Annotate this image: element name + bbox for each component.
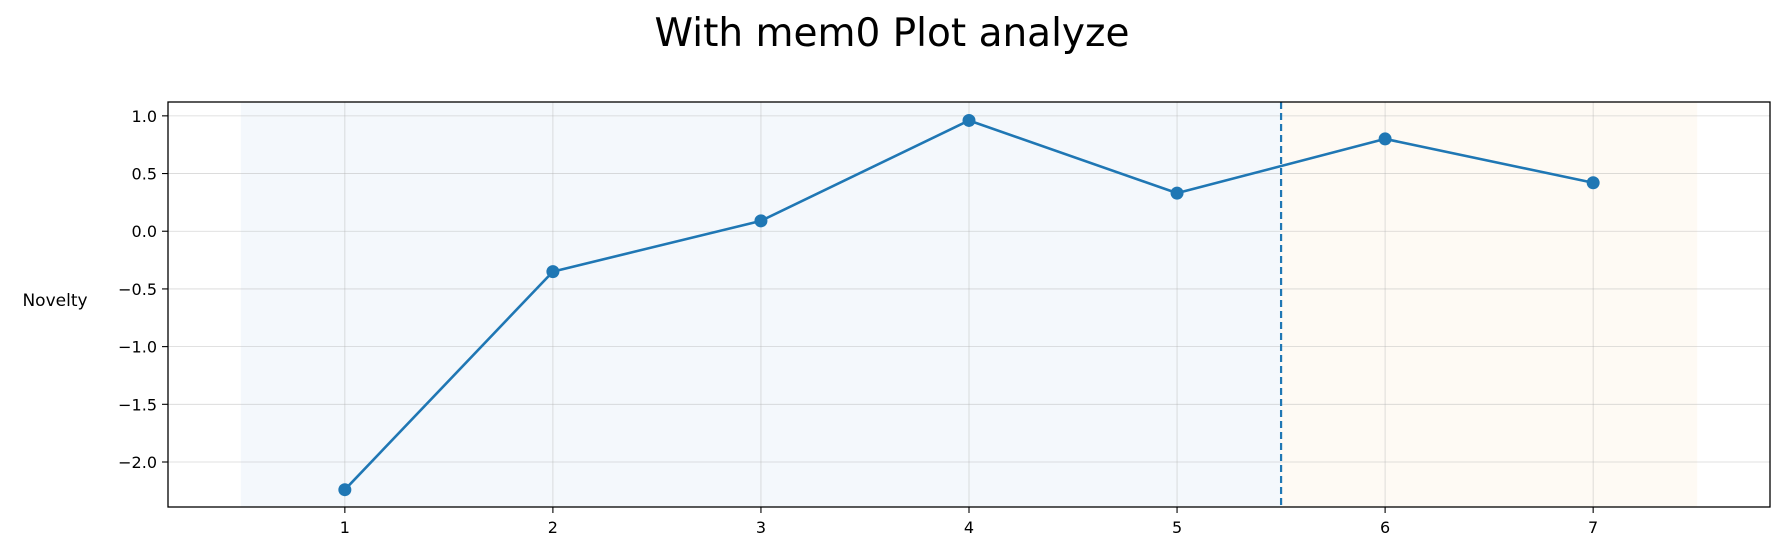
data-point-5 bbox=[1170, 186, 1184, 200]
chart-title: With mem0 Plot analyze bbox=[655, 11, 1130, 56]
x-tick-label-1: 1 bbox=[340, 518, 350, 537]
y-tick-label-4: −0.5 bbox=[118, 280, 157, 299]
data-point-2 bbox=[546, 265, 560, 279]
y-tick-label-2: 0.5 bbox=[132, 165, 157, 184]
x-tick-label-6: 6 bbox=[1380, 518, 1390, 537]
x-tick-label-4: 4 bbox=[964, 518, 974, 537]
y-tick-label-6: −1.5 bbox=[118, 395, 157, 414]
data-point-4 bbox=[962, 113, 976, 127]
x-tick-label-7: 7 bbox=[1588, 518, 1598, 537]
y-tick-label-7: −2.0 bbox=[118, 453, 157, 472]
x-tick-label-3: 3 bbox=[756, 518, 766, 537]
y-tick-label-1: 1.0 bbox=[132, 107, 157, 126]
x-tick-label-5: 5 bbox=[1172, 518, 1182, 537]
ticks: 1 2 3 4 5 6 7 1.0 0.5 0.0 −0.5 −1.0 −1.5 −2.0 bbox=[118, 107, 1598, 537]
shaded-region-2 bbox=[1281, 102, 1698, 507]
y-tick-label-3: 0.0 bbox=[132, 222, 157, 241]
y-axis-label: Novelty bbox=[22, 291, 87, 311]
data-point-1 bbox=[338, 483, 352, 497]
data-series bbox=[338, 113, 1600, 497]
x-tick-label-2: 2 bbox=[548, 518, 558, 537]
data-point-7 bbox=[1586, 176, 1600, 190]
data-point-6 bbox=[1378, 132, 1392, 146]
y-tick-label-5: −1.0 bbox=[118, 338, 157, 357]
data-point-3 bbox=[754, 214, 768, 228]
